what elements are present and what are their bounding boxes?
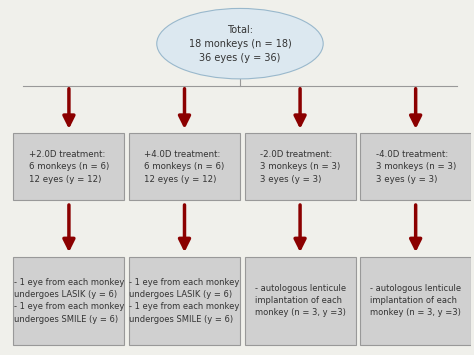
Text: -2.0D treatment:
3 monkeys (n = 3)
3 eyes (y = 3): -2.0D treatment: 3 monkeys (n = 3) 3 eye…	[260, 150, 340, 184]
Text: - 1 eye from each monkey
undergoes LASIK (y = 6)
- 1 eye from each monkey
underg: - 1 eye from each monkey undergoes LASIK…	[129, 278, 240, 323]
Ellipse shape	[157, 9, 323, 79]
Text: - autologous lenticule
implantation of each
monkey (n = 3, y =3): - autologous lenticule implantation of e…	[255, 284, 346, 317]
FancyBboxPatch shape	[13, 257, 124, 345]
FancyBboxPatch shape	[360, 257, 471, 345]
Text: - autologous lenticule
implantation of each
monkey (n = 3, y =3): - autologous lenticule implantation of e…	[370, 284, 461, 317]
FancyBboxPatch shape	[129, 133, 240, 200]
Text: +2.0D treatment:
6 monkeys (n = 6)
12 eyes (y = 12): +2.0D treatment: 6 monkeys (n = 6) 12 ey…	[29, 150, 109, 184]
FancyBboxPatch shape	[360, 133, 471, 200]
FancyBboxPatch shape	[129, 257, 240, 345]
Text: -4.0D treatment:
3 monkeys (n = 3)
3 eyes (y = 3): -4.0D treatment: 3 monkeys (n = 3) 3 eye…	[375, 150, 456, 184]
FancyBboxPatch shape	[245, 257, 356, 345]
Text: Total:
18 monkeys (n = 18)
36 eyes (y = 36): Total: 18 monkeys (n = 18) 36 eyes (y = …	[189, 24, 292, 62]
FancyBboxPatch shape	[245, 133, 356, 200]
FancyBboxPatch shape	[13, 133, 124, 200]
Text: - 1 eye from each monkey
undergoes LASIK (y = 6)
- 1 eye from each monkey
underg: - 1 eye from each monkey undergoes LASIK…	[14, 278, 124, 323]
Text: +4.0D treatment:
6 monkeys (n = 6)
12 eyes (y = 12): +4.0D treatment: 6 monkeys (n = 6) 12 ey…	[145, 150, 225, 184]
